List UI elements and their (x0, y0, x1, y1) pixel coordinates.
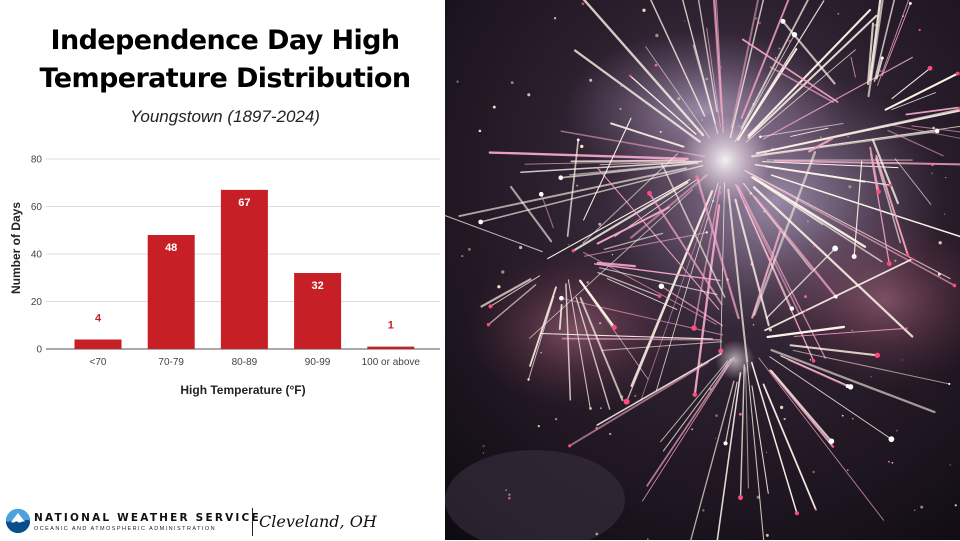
bar (221, 190, 268, 349)
y-tick-label: 0 (36, 345, 42, 356)
title-line-1: Independence Day High (0, 22, 450, 60)
bar-value-label: 67 (238, 197, 250, 209)
bar-chart: 0 20 40 60 80 4 48 67 32 1 <70 70-79 80-89 90-99 100… (0, 145, 445, 405)
y-tick-label: 20 (31, 297, 43, 308)
office-name: Cleveland, OH (259, 512, 377, 531)
y-axis-ticks: 0 20 40 60 80 (31, 155, 43, 356)
bars (75, 190, 415, 349)
agency-subtitle: OCEANIC AND ATMOSPHERIC ADMINISTRATION (34, 526, 216, 532)
y-tick-label: 60 (31, 202, 43, 213)
noaa-logo-icon (5, 508, 31, 534)
title-line-2: Temperature Distribution (0, 60, 450, 98)
y-axis-title: Number of Days (9, 202, 23, 294)
x-tick-label: 90-99 (305, 357, 331, 368)
x-tick-label: 80-89 (232, 357, 258, 368)
bar-value-label: 1 (388, 320, 394, 332)
x-axis-title: High Temperature (°F) (180, 383, 305, 397)
bar (367, 347, 414, 349)
x-tick-label: 70-79 (158, 357, 184, 368)
x-tick-label: 100 or above (362, 357, 421, 368)
fireworks-photo (445, 0, 960, 540)
x-tick-label: <70 (90, 357, 107, 368)
footer-divider (252, 508, 253, 536)
agency-name: NATIONAL WEATHER SERVICE (34, 512, 261, 524)
bar-value-label: 32 (311, 280, 323, 292)
bar-value-label: 48 (165, 242, 177, 254)
left-panel: Independence Day High Temperature Distri… (0, 0, 445, 540)
fireworks-image (445, 0, 960, 540)
bar-value-label: 4 (95, 313, 102, 325)
y-tick-label: 40 (31, 250, 43, 261)
x-axis-ticks: <70 70-79 80-89 90-99 100 or above (90, 357, 421, 368)
bar (75, 340, 122, 350)
page-title: Independence Day High Temperature Distri… (0, 22, 450, 98)
y-tick-label: 80 (31, 155, 43, 166)
footer: NATIONAL WEATHER SERVICE OCEANIC AND ATM… (0, 505, 445, 541)
subtitle: Youngstown (1897-2024) (0, 107, 450, 127)
